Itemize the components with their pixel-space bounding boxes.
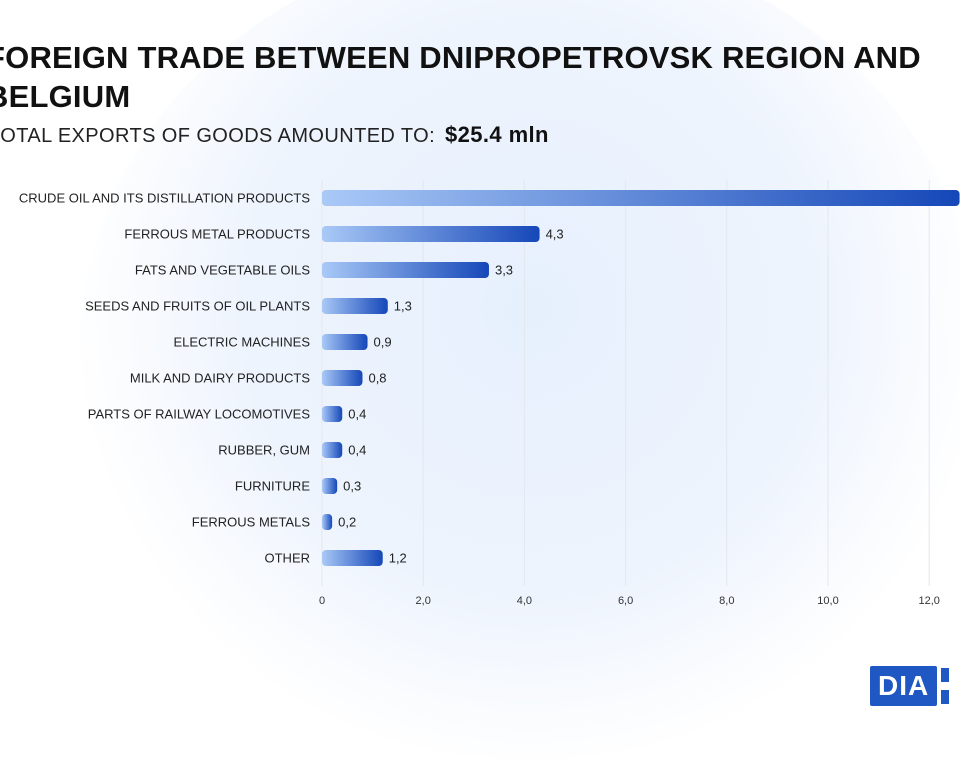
bar <box>322 226 540 242</box>
bar <box>322 262 489 278</box>
category-label: RUBBER, GUM <box>218 443 310 458</box>
background-shape <box>80 0 960 760</box>
category-label: PARTS OF RAILWAY LOCOMOTIVES <box>88 407 311 422</box>
bar-chart: CRUDE OIL AND ITS DISTILLATION PRODUCTS F… <box>19 180 960 607</box>
x-tick-label: 4,0 <box>517 595 532 607</box>
bar <box>322 442 343 458</box>
category-label: ELECTRIC MACHINES <box>173 335 310 350</box>
value-label: 0,9 <box>374 335 392 350</box>
category-label: OTHER <box>265 551 311 566</box>
bar <box>322 334 368 350</box>
x-tick-label: 12,0 <box>918 595 939 607</box>
value-label: 0,4 <box>348 407 366 422</box>
category-label: FERROUS METAL PRODUCTS <box>124 227 310 242</box>
category-label: SEEDS AND FRUITS OF OIL PLANTS <box>85 299 310 314</box>
category-label: CRUDE OIL AND ITS DISTILLATION PRODUCTS <box>19 191 310 206</box>
value-labels: 4,3 3,3 1,3 0,9 0,8 0,4 0,4 0,3 0,2 1,2 <box>338 227 564 566</box>
value-label: 3,3 <box>495 263 513 278</box>
bar <box>322 514 333 530</box>
x-tick-label: 0 <box>319 595 325 607</box>
bar <box>322 550 383 566</box>
value-label: 0,3 <box>343 479 361 494</box>
bars <box>322 190 960 566</box>
bar <box>322 298 388 314</box>
category-label: FATS AND VEGETABLE OILS <box>135 263 310 278</box>
x-tick-label: 2,0 <box>416 595 431 607</box>
bar <box>322 190 960 206</box>
logo-text: DIA <box>870 666 938 706</box>
subtitle-label: TOTAL EXPORTS OF GOODS AMOUNTED TO: <box>0 125 436 147</box>
value-label: 0,4 <box>348 443 366 458</box>
category-label: FURNITURE <box>235 479 310 494</box>
x-tick-label: 6,0 <box>618 595 633 607</box>
value-label: 1,3 <box>394 299 412 314</box>
x-tick-label: 10,0 <box>817 595 838 607</box>
category-label: FERROUS METALS <box>192 515 311 530</box>
category-labels: CRUDE OIL AND ITS DISTILLATION PRODUCTS F… <box>19 191 310 566</box>
value-label: 4,3 <box>546 227 564 242</box>
bar <box>322 478 338 494</box>
value-label: 0,8 <box>368 371 386 386</box>
chart-title: FOREIGN TRADE BETWEEN DNIPROPETROVSK REG… <box>0 40 921 114</box>
dia-logo: DIA <box>870 664 951 708</box>
value-label: 1,2 <box>389 551 407 566</box>
bar <box>322 370 363 386</box>
bar <box>322 406 343 422</box>
grid-lines <box>321 180 930 586</box>
category-label: MILK AND DAIRY PRODUCTS <box>130 371 310 386</box>
subtitle-amount: $25.4 mln <box>445 122 549 147</box>
x-tick-label: 8,0 <box>719 595 734 607</box>
value-label: 0,2 <box>338 515 356 530</box>
x-axis-ticks: 0 2,0 4,0 6,0 8,0 10,0 12,0 <box>319 595 940 607</box>
chart-subtitle: TOTAL EXPORTS OF GOODS AMOUNTED TO: $25.… <box>0 120 549 151</box>
logo-mark <box>941 668 951 704</box>
